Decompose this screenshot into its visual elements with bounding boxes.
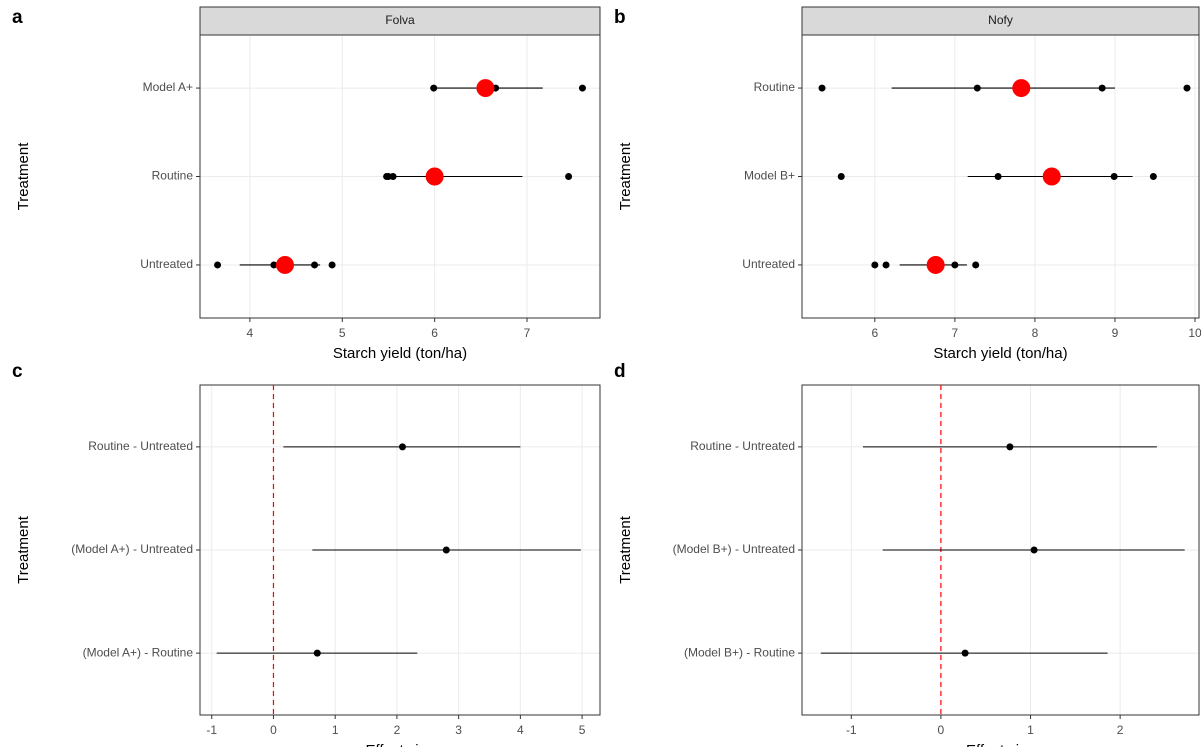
- estimate-point: [313, 649, 321, 657]
- mean-point: [1012, 79, 1031, 98]
- observation-point: [389, 173, 397, 180]
- y-tick-label: (Model A+) - Untreated: [71, 542, 193, 556]
- x-tick-label: 2: [394, 723, 401, 737]
- mean-point: [476, 79, 495, 98]
- x-tick-label: 0: [938, 723, 945, 737]
- x-tick-label: 0: [270, 723, 277, 737]
- y-tick-label: (Model B+) - Untreated: [673, 542, 795, 556]
- y-axis-title: Treatment: [617, 142, 634, 211]
- observation-point: [951, 261, 959, 269]
- y-tick-label: Model B+: [744, 169, 795, 183]
- y-tick-label: Untreated: [140, 257, 193, 271]
- y-tick-label: Model A+: [143, 80, 193, 94]
- observation-point: [1110, 173, 1118, 180]
- observation-point: [994, 173, 1002, 180]
- y-tick-label: (Model B+) - Routine: [684, 645, 795, 659]
- observation-point: [214, 261, 222, 269]
- y-tick-label: Untreated: [742, 257, 795, 271]
- mean-point: [1042, 167, 1061, 186]
- observation-point: [430, 84, 438, 92]
- x-tick-label: -1: [846, 723, 857, 737]
- mean-point: [425, 167, 444, 186]
- estimate-point: [961, 649, 969, 657]
- y-tick-label: Routine - Untreated: [690, 439, 795, 453]
- y-axis-title: Treatment: [15, 515, 32, 584]
- strip: [199, 6, 601, 36]
- panel-label: d: [614, 361, 626, 382]
- y-tick-label: (Model A+) - Routine: [83, 645, 194, 659]
- y-tick-label: Routine: [754, 80, 796, 94]
- x-tick-label: 2: [1117, 723, 1124, 737]
- observation-point: [837, 173, 845, 180]
- mean-point: [926, 255, 945, 274]
- x-tick-label: 4: [517, 723, 524, 737]
- observation-point: [1098, 84, 1106, 92]
- x-tick-label: 7: [524, 326, 531, 340]
- observation-point: [882, 261, 890, 269]
- observation-point: [565, 173, 573, 180]
- x-tick-label: 6: [871, 326, 878, 340]
- panel-label: c: [12, 361, 23, 382]
- x-tick-label: 1: [332, 723, 339, 737]
- observation-point: [818, 84, 826, 92]
- observation-point: [871, 261, 879, 269]
- estimate-point: [442, 546, 450, 554]
- x-tick-label: 4: [247, 326, 254, 340]
- observation-point: [311, 261, 319, 269]
- panel-label: b: [614, 7, 626, 28]
- y-axis-title: Treatment: [15, 142, 32, 211]
- estimate-point: [1030, 546, 1038, 554]
- observation-point: [972, 261, 980, 269]
- x-tick-label: 8: [1032, 326, 1039, 340]
- observation-point: [973, 84, 981, 92]
- x-tick-label: 10: [1188, 326, 1201, 340]
- x-axis-title: Effect size: [366, 742, 435, 747]
- observation-point: [1183, 84, 1191, 92]
- mean-point: [275, 255, 294, 274]
- observation-point: [1149, 173, 1157, 180]
- observation-point: [270, 261, 278, 269]
- x-tick-label: 6: [431, 326, 438, 340]
- x-tick-label: -1: [206, 723, 217, 737]
- x-tick-label: 3: [455, 723, 462, 737]
- x-axis-title: Effect size: [966, 742, 1035, 747]
- strip-label: Nofy: [988, 13, 1013, 27]
- strip-label: Folva: [385, 13, 415, 27]
- estimate-point: [398, 443, 406, 451]
- x-tick-label: 7: [952, 326, 959, 340]
- x-tick-label: 1: [1027, 723, 1034, 737]
- y-axis-title: Treatment: [617, 515, 634, 584]
- x-tick-label: 9: [1112, 326, 1119, 340]
- x-axis-title: Starch yield (ton/ha): [333, 345, 467, 362]
- observation-point: [328, 261, 336, 269]
- x-tick-label: 5: [339, 326, 346, 340]
- observation-point: [578, 84, 586, 92]
- estimate-point: [1006, 443, 1014, 451]
- panel-label: a: [12, 7, 23, 28]
- y-tick-label: Routine - Untreated: [88, 439, 193, 453]
- y-tick-label: Routine: [152, 169, 194, 183]
- x-axis-title: Starch yield (ton/ha): [933, 345, 1067, 362]
- x-tick-label: 5: [579, 723, 586, 737]
